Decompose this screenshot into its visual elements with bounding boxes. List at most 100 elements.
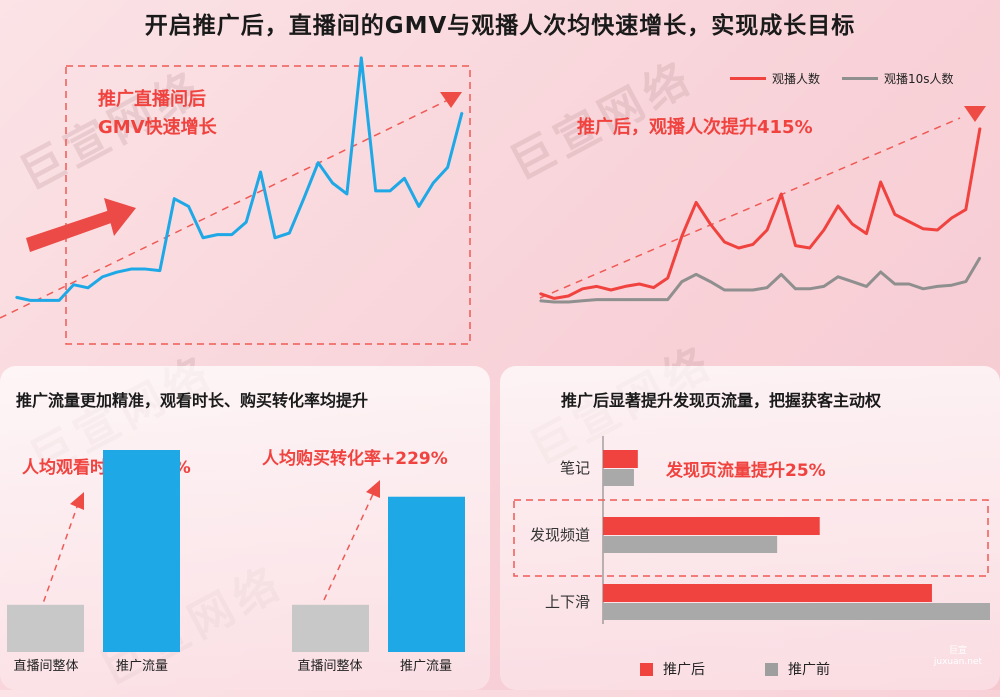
precision-panel-title: 推广流量更加精准，观看时长、购买转化率均提升 — [16, 391, 369, 410]
gmv-line-point — [202, 236, 204, 239]
gmv-line — [15, 56, 464, 302]
gmv-line-point — [173, 197, 176, 200]
legend-swatch-grey — [765, 662, 778, 676]
trend-line — [323, 491, 375, 601]
viewers-10s-line-point — [894, 283, 896, 285]
viewers-10s-line-point — [766, 286, 768, 289]
gmv-line-point — [389, 190, 391, 192]
legend-label: 观播10s人数 — [884, 72, 954, 86]
viewers-10s-line-point — [567, 301, 570, 303]
vertical-bar-chart — [7, 450, 465, 652]
gmv-line-point — [159, 269, 161, 272]
bar-after — [603, 584, 932, 602]
viewers-10s-line-point — [823, 285, 825, 288]
viewers-10s-line — [539, 256, 982, 304]
viewers-10s-line-point — [950, 284, 953, 286]
viewers-10s-line-point — [610, 298, 612, 301]
gmv-line-point — [87, 287, 89, 289]
viewers-10s-line-point — [908, 283, 910, 285]
gmv-chart-svg — [0, 56, 471, 345]
gmv-line-point — [274, 236, 276, 239]
legend-viewers: 观播人数 观播10s人数 — [730, 70, 954, 87]
bar-label: 推广流量 — [115, 659, 168, 674]
highlight-box — [65, 65, 471, 345]
conversion-annotation: 人均购买转化率+229% — [262, 449, 448, 469]
viewers-10s-line-point — [837, 276, 839, 278]
gmv-series — [15, 56, 464, 302]
gmv-line-point — [216, 233, 219, 236]
legend-swatch-grey — [842, 77, 879, 80]
gmv-line-point — [432, 182, 435, 184]
gmv-line-point — [115, 271, 118, 273]
gmv-line-point — [101, 276, 104, 278]
gmv-line-point — [15, 296, 17, 299]
viewers-10s-line-point — [695, 273, 697, 276]
legend-label: 观播人数 — [772, 72, 821, 86]
viewers-10s-line-point — [624, 298, 626, 301]
bar-legend: 推广后 推广前 — [640, 659, 830, 679]
viewers-line — [539, 127, 982, 300]
legend-label: 推广后 — [663, 662, 705, 678]
category-label: 发现频道 — [529, 526, 590, 544]
gmv-line-point — [302, 197, 305, 200]
viewers-chart-svg — [539, 106, 986, 304]
viewers-10s-line-point — [723, 289, 726, 291]
viewers-line-point — [737, 247, 740, 249]
legend-label: 推广前 — [788, 662, 830, 678]
viewers-line-point — [780, 193, 783, 195]
gmv-line-point — [331, 182, 334, 184]
bar — [292, 604, 369, 652]
viewers-10s-line-point — [965, 280, 967, 283]
trend-line — [0, 99, 449, 319]
viewers-line-point — [624, 285, 626, 288]
viewers-line-point — [610, 289, 612, 291]
gmv-line-point — [360, 57, 363, 59]
gmv-line-point — [58, 299, 60, 302]
bar-after — [603, 517, 820, 535]
viewers-10s-line-point — [539, 300, 541, 302]
gmv-line-point — [418, 205, 420, 208]
viewers-line-point — [808, 247, 811, 249]
trend-arrow-icon — [964, 106, 986, 122]
viewers-line-point — [638, 283, 641, 285]
category-label: 笔记 — [559, 459, 590, 477]
viewers-10s-line-point — [794, 288, 797, 290]
viewers-line-point — [567, 295, 570, 297]
viewers-10s-line-point — [581, 300, 584, 302]
viewers-line-point — [709, 223, 712, 225]
gmv-line-point — [346, 193, 348, 195]
bar-before — [603, 536, 778, 553]
viewers-10s-line-point — [638, 298, 641, 301]
legend-swatch-red — [640, 662, 653, 676]
bar — [7, 604, 84, 652]
viewers-line-point — [936, 229, 939, 231]
viewers-10s-line-point — [737, 289, 740, 291]
trend-arrow-icon — [440, 92, 462, 108]
viewers-line-point — [752, 243, 754, 246]
bar-before — [603, 603, 990, 620]
highlight-box — [513, 499, 989, 577]
gmv-line-point — [187, 205, 190, 208]
viewers-10s-line-point — [681, 280, 683, 283]
viewers-annotation: 推广后，观播人次提升415% — [577, 117, 813, 138]
viewers-10s-line-point — [553, 301, 555, 303]
viewers-line-point — [652, 286, 655, 289]
viewers-line-point — [581, 288, 584, 290]
gmv-line-point — [374, 190, 377, 192]
viewers-line-point — [681, 235, 683, 237]
viewers-10s-line-point — [595, 298, 598, 301]
viewers-line-point — [539, 292, 541, 295]
viewers-line-point — [894, 213, 896, 216]
page-title: 开启推广后，直播间的GMV与观播人次均快速增长，实现成长目标 — [144, 13, 856, 39]
viewers-line-point — [851, 223, 854, 225]
viewers-line-point — [837, 205, 839, 207]
horizontal-bar-chart — [513, 436, 990, 624]
gmv-annotation-line1: 推广直播间后 — [98, 89, 206, 110]
gmv-line-point — [43, 299, 46, 302]
viewers-10s-line-point — [879, 271, 882, 273]
gmv-line-point — [288, 232, 291, 234]
gmv-line-point — [130, 268, 132, 270]
viewers-line-point — [723, 241, 726, 243]
viewers-10s-line-point — [808, 288, 811, 290]
viewers-10s-line-point — [851, 280, 854, 283]
